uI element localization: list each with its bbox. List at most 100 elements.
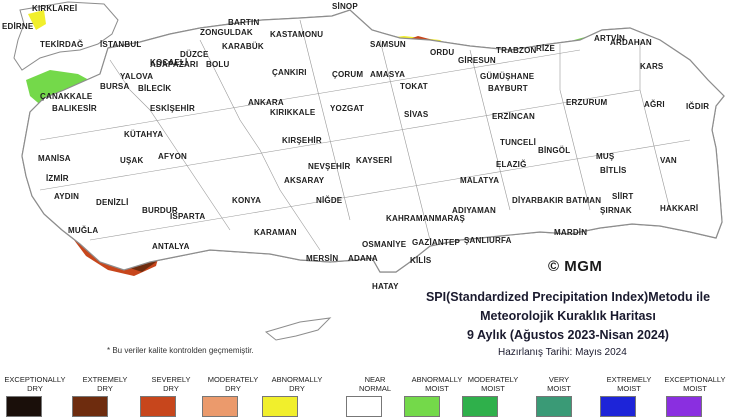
city-label: AĞRI <box>644 100 665 109</box>
city-label: ŞANLIURFA <box>464 236 512 245</box>
legend-swatch <box>262 396 298 417</box>
map-title-block: SPI(Standardized Precipitation Index)Met… <box>398 288 738 358</box>
city-label: GÜMÜŞHANE <box>480 72 535 81</box>
city-label: GAZİANTEP <box>412 238 461 247</box>
city-label: ÇANKIRI <box>272 68 307 77</box>
legend-label: EXTREMELY MOIST <box>606 375 652 393</box>
city-label: BOLU <box>206 60 230 69</box>
city-label: TEKİRDAĞ <box>40 40 84 49</box>
city-label: EDİRNE <box>2 22 34 31</box>
city-label: BARTIN <box>228 18 260 27</box>
city-label: AMASYA <box>370 70 406 79</box>
city-label: HATAY <box>372 282 399 291</box>
map-subtitle: Meteorolojik Kuraklık Haritası <box>480 309 656 323</box>
city-label: KIRŞEHİR <box>282 136 322 145</box>
legend-label: EXTREMELY DRY <box>82 375 128 393</box>
province-borders <box>39 19 691 251</box>
legend-swatch <box>72 396 108 417</box>
city-label: ŞIRNAK <box>600 206 632 215</box>
legend-swatch <box>600 396 636 417</box>
city-label: ERZİNCAN <box>492 112 535 121</box>
city-label: OSMANİYE <box>362 240 407 249</box>
city-label: AYDIN <box>54 192 80 201</box>
city-label: BİNGÖL <box>538 146 571 155</box>
legend-swatch <box>202 396 238 417</box>
city-label: KAHRAMANMARAŞ <box>386 214 466 223</box>
city-label: BİTLİS <box>600 166 627 175</box>
city-label: IĞDIR <box>686 102 710 111</box>
legend-label: VERY MOIST <box>547 375 571 393</box>
abnormally-dry-zone-thrace <box>28 10 46 30</box>
city-label: VAN <box>660 156 677 165</box>
city-label: ADIYAMAN <box>452 206 496 215</box>
city-label: ADANA <box>348 254 378 263</box>
legend-label: SEVERELY DRY <box>151 375 191 393</box>
city-label: ÇANAKKALE <box>40 92 93 101</box>
legend-label: ABNORMALLY MOIST <box>411 375 463 393</box>
city-label: DÜZCE <box>180 50 209 59</box>
city-label: ORDU <box>430 48 455 57</box>
city-label: ADAPAZARI <box>150 60 199 69</box>
cyprus-island <box>264 317 332 341</box>
city-label: SİVAS <box>404 110 429 119</box>
city-label: DİYARBAKIR <box>512 196 564 205</box>
city-label: MUĞLA <box>68 226 99 235</box>
quality-note: * Bu veriler kalite kontrolden geçmemişt… <box>107 346 254 355</box>
legend-label: EXCEPTIONALLY MOIST <box>664 375 726 393</box>
legend-label: EXCEPTIONALLY DRY <box>4 375 66 393</box>
legend-swatch <box>346 396 382 417</box>
city-label: HAKKARİ <box>660 204 699 213</box>
legend-label: MODERATELY DRY <box>207 375 259 393</box>
city-label: KÜTAHYA <box>124 130 164 139</box>
legend-label: ABNORMALLY DRY <box>271 375 323 393</box>
city-label: UŞAK <box>120 156 144 165</box>
legend-swatch <box>666 396 702 417</box>
city-label: KONYA <box>232 196 262 205</box>
city-label: BALIKESİR <box>52 104 97 113</box>
city-label: KARABÜK <box>222 42 264 51</box>
city-label: NİĞDE <box>316 196 343 205</box>
city-label: ZONGULDAK <box>200 28 253 37</box>
city-label: RİZE <box>536 44 556 53</box>
city-label: ANKARA <box>248 98 284 107</box>
city-label: BAYBURT <box>488 84 528 93</box>
city-label: ELAZIĞ <box>496 160 527 169</box>
legend-swatch <box>536 396 572 417</box>
city-label: BURDUR <box>142 206 178 215</box>
city-label: YALOVA <box>120 72 154 81</box>
city-label: GİRESUN <box>458 56 496 65</box>
legend-swatch <box>6 396 42 417</box>
city-label: MERSİN <box>306 254 339 263</box>
city-label: İSTANBUL <box>100 40 142 49</box>
city-label: BATMAN <box>566 196 602 205</box>
city-label: TRABZON <box>496 46 537 55</box>
city-label: ARDAHAN <box>610 38 652 47</box>
map-period: 9 Aylık (Ağustos 2023-Nisan 2024) <box>467 328 669 342</box>
city-label: SAMSUN <box>370 40 406 49</box>
city-label: MARDİN <box>554 228 588 237</box>
city-label: BURSA <box>100 82 130 91</box>
city-label: ARTVİN <box>594 34 625 43</box>
legend-swatch <box>404 396 440 417</box>
city-label: YOZGAT <box>330 104 364 113</box>
city-label: ISPARTA <box>170 212 206 221</box>
city-label: ERZURUM <box>566 98 608 107</box>
city-label: KİLİS <box>410 256 432 265</box>
prepared-date: Hazırlanış Tarihi: Mayıs 2024 <box>498 347 627 358</box>
city-label: KARS <box>640 62 664 71</box>
city-label: KOCAELİ <box>150 58 188 67</box>
city-label: MANİSA <box>38 154 71 163</box>
city-label: TUNCELİ <box>500 138 537 147</box>
city-label: AFYON <box>158 152 187 161</box>
city-label: SİNOP <box>332 2 358 11</box>
legend-label: MODERATELY MOIST <box>467 375 519 393</box>
city-label: ANTALYA <box>152 242 190 251</box>
city-label: DENİZLİ <box>96 198 129 207</box>
legend-swatch <box>462 396 498 417</box>
city-label: ESKİŞEHİR <box>150 104 195 113</box>
city-label: KARAMAN <box>254 228 297 237</box>
city-label: SİİRT <box>612 192 634 201</box>
city-label: MALATYA <box>460 176 500 185</box>
city-label: NEVŞEHİR <box>308 162 351 171</box>
